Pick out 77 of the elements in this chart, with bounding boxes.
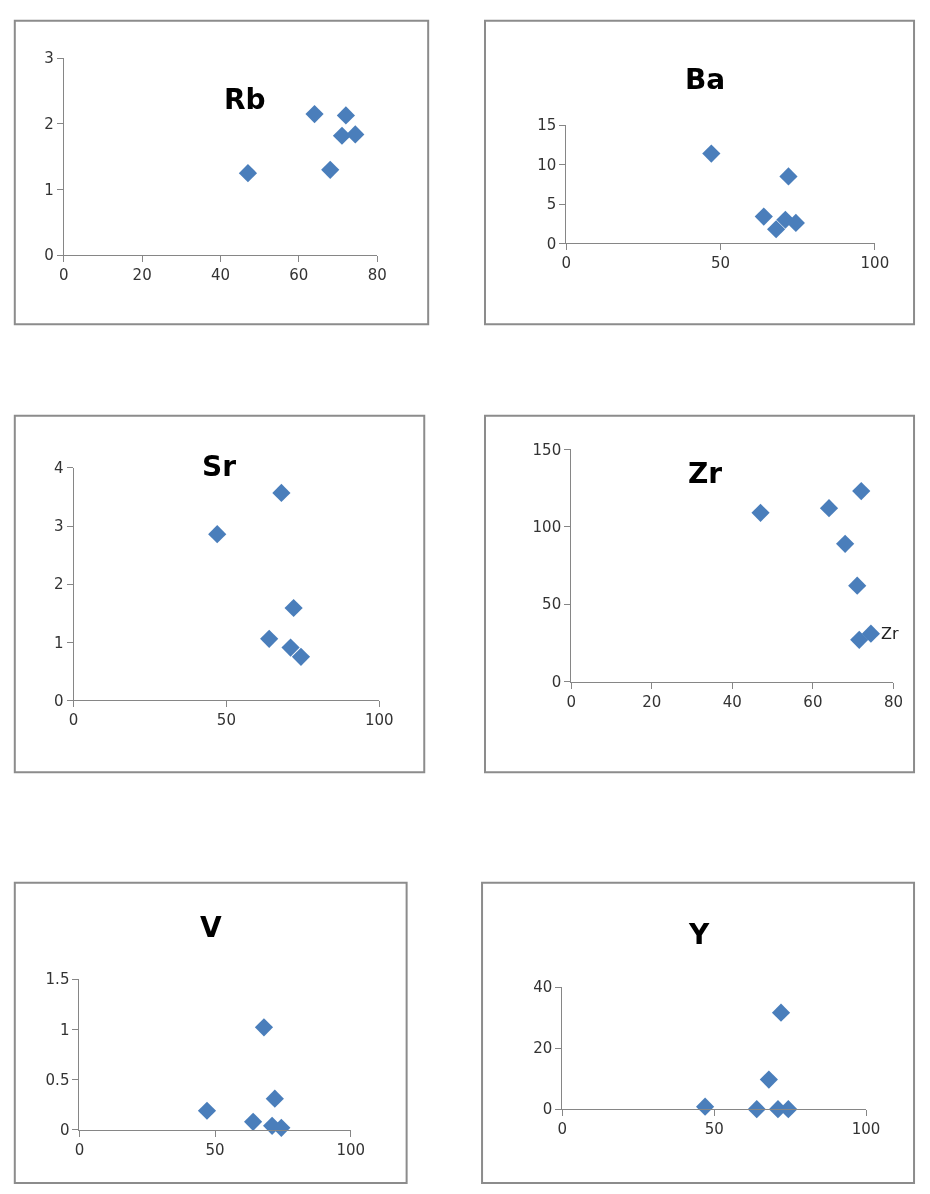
y-tick-label: 1 [44, 180, 54, 199]
y-tick-label: 3 [54, 517, 64, 536]
y-tick-label: 5 [546, 195, 557, 214]
point [779, 167, 798, 186]
x-tick-label: 40 [722, 692, 742, 711]
x-tick-label: 50 [711, 254, 731, 273]
point [332, 126, 352, 145]
y-tick-label: 2 [54, 575, 64, 594]
chart-title: Zr [688, 457, 723, 490]
x-tick-label: 80 [367, 266, 387, 285]
x-tick-label: 100 [364, 711, 394, 730]
y-tick-label: 3 [44, 49, 54, 68]
point [281, 638, 300, 657]
y-tick-label: 1 [54, 633, 64, 652]
text: Rb [224, 83, 266, 116]
x-tick-label: 100 [336, 1140, 366, 1159]
x-tick-label: 60 [803, 692, 823, 711]
y-tick-label: 150 [532, 440, 562, 459]
point [696, 1097, 715, 1116]
point [751, 503, 770, 522]
chart-title: Ba [685, 63, 726, 96]
point [197, 1101, 217, 1120]
point [272, 483, 291, 503]
x-tick-label: 50 [205, 1140, 225, 1159]
y-tick-label: 0 [546, 234, 557, 253]
y-tick-label: 0 [551, 672, 562, 691]
x-tick-label: 0 [74, 1140, 85, 1159]
y-tick-label: 10 [537, 155, 557, 174]
y-tick-label: 0.5 [45, 1070, 70, 1089]
point [852, 482, 871, 501]
point [291, 647, 311, 666]
y-tick-label: 100 [532, 517, 562, 536]
x-tick-label: 50 [216, 711, 236, 730]
point [305, 104, 324, 124]
point [759, 1070, 778, 1089]
point [819, 499, 839, 518]
y-tick-label: 0 [542, 1100, 553, 1119]
point [238, 164, 258, 183]
point [771, 1003, 791, 1022]
point [244, 1112, 263, 1131]
point [321, 160, 340, 179]
x-tick-label: 0 [566, 692, 576, 711]
x-tick-label: 80 [883, 692, 904, 711]
y-tick-label: 20 [533, 1039, 553, 1058]
y-tick-label: 50 [542, 595, 562, 614]
point [767, 220, 786, 239]
point [836, 534, 855, 553]
y-tick-label: 40 [533, 978, 553, 997]
x-tick-label: 20 [642, 692, 662, 711]
y-tick-label: 2 [44, 115, 54, 134]
point [861, 624, 881, 643]
point [786, 213, 805, 233]
chart-title: Y [688, 918, 710, 951]
chart-title: Sr [202, 450, 237, 483]
x-tick-label: 20 [132, 266, 152, 285]
point [346, 125, 365, 144]
x-tick-label: 40 [210, 266, 231, 285]
chart-title: V [200, 911, 222, 944]
point [848, 576, 867, 595]
annotation: Zr [881, 624, 899, 643]
x-tick-label: 100 [851, 1120, 881, 1139]
x-tick-label: 50 [704, 1120, 724, 1139]
y-tick-label: 15 [537, 116, 557, 135]
point [754, 207, 773, 226]
x-tick-label: 60 [289, 266, 309, 285]
point [208, 525, 227, 544]
point [254, 1018, 274, 1037]
point [260, 629, 279, 648]
x-tick-label: 100 [860, 254, 890, 273]
point [702, 144, 721, 163]
y-tick-label: 1.5 [45, 970, 70, 989]
point [336, 106, 355, 125]
y-tick-label: 1 [59, 1020, 70, 1039]
point [284, 598, 303, 618]
point [265, 1089, 284, 1108]
point [850, 630, 869, 649]
y-tick-label: 4 [54, 459, 64, 478]
